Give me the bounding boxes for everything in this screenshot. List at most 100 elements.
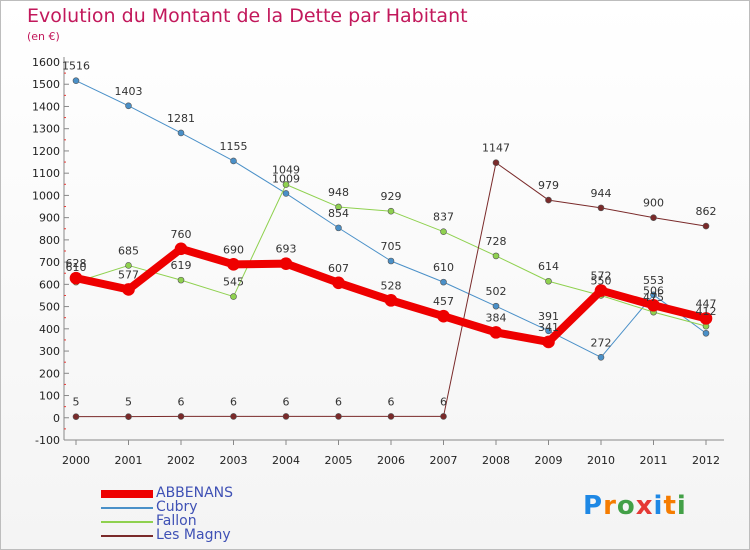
data-point	[492, 302, 500, 310]
data-point	[174, 242, 188, 256]
data-point	[72, 77, 80, 84]
data-label: 690	[223, 243, 244, 256]
data-point	[489, 326, 503, 339]
data-label: 6	[283, 395, 290, 408]
data-point	[125, 413, 132, 420]
y-tick-label: 0	[53, 412, 60, 425]
data-label: 506	[643, 284, 664, 297]
legend-item-cubry: Cubry	[101, 499, 301, 515]
legend-item-les-magny: Les Magny	[101, 527, 301, 543]
data-label: 6	[230, 395, 237, 408]
data-label: 900	[643, 197, 664, 210]
data-point	[699, 312, 713, 325]
x-tick-label: 2002	[167, 454, 195, 467]
y-tick-label: 600	[39, 278, 60, 291]
data-point	[177, 276, 185, 284]
data-label: 619	[171, 259, 192, 272]
data-point	[492, 252, 500, 260]
x-tick-label: 2006	[377, 454, 405, 467]
y-tick-label: 100	[39, 390, 60, 403]
legend-item-abbenans: ABBENANS	[101, 485, 301, 501]
data-point	[125, 262, 132, 269]
data-point	[702, 222, 710, 230]
data-label: 272	[591, 336, 612, 349]
x-tick-label: 2011	[640, 454, 668, 467]
y-tick-label: 400	[39, 323, 60, 336]
data-label: 728	[486, 235, 507, 248]
data-label: 475	[643, 291, 664, 304]
y-tick-label: 1400	[32, 100, 60, 113]
x-tick-label: 2005	[325, 454, 353, 467]
data-label: 6	[335, 395, 342, 408]
data-point	[230, 413, 237, 420]
x-tick-label: 2010	[587, 454, 615, 467]
data-label: 614	[538, 260, 559, 273]
x-tick-label: 2004	[272, 454, 300, 467]
legend: ABBENANS Cubry Fallon Les Magny	[101, 485, 301, 543]
x-tick-label: 2000	[62, 454, 90, 467]
data-point	[230, 157, 237, 165]
logo-letter: t	[663, 491, 677, 521]
x-tick-label: 2008	[482, 454, 510, 467]
series-cubry	[72, 77, 710, 361]
data-label: 1009	[272, 172, 300, 185]
legend-label: Les Magny	[156, 527, 231, 543]
data-label: 1155	[220, 140, 248, 153]
data-label: 1516	[62, 60, 90, 73]
data-label: 1147	[482, 142, 510, 155]
data-point	[437, 309, 450, 323]
data-point	[230, 293, 237, 300]
proxiti-logo: Proxiti	[583, 491, 687, 521]
data-point	[69, 271, 83, 285]
data-point	[177, 413, 185, 420]
data-point	[177, 129, 185, 137]
data-point	[387, 257, 395, 265]
data-label: 341	[538, 321, 559, 334]
logo-letter: i	[653, 491, 664, 521]
y-tick-label: 1500	[32, 78, 60, 91]
data-point	[335, 413, 342, 420]
data-point	[545, 277, 552, 285]
legend-item-fallon: Fallon	[101, 513, 301, 529]
data-label: 502	[486, 285, 507, 298]
data-label: 391	[538, 310, 559, 323]
data-label: 457	[433, 295, 454, 308]
data-label: 862	[696, 205, 717, 218]
data-point	[387, 207, 395, 215]
data-label: 6	[440, 395, 447, 408]
y-tick-label: 1300	[32, 123, 60, 136]
data-point	[227, 258, 240, 271]
data-label: 550	[591, 274, 612, 287]
logo-letter: i	[676, 491, 687, 521]
data-point	[125, 102, 132, 110]
data-point	[72, 413, 80, 420]
y-tick-label: 500	[39, 301, 60, 314]
data-point	[387, 413, 395, 420]
legend-swatch	[101, 507, 153, 509]
data-label: 528	[381, 279, 402, 292]
x-tick-label: 2007	[430, 454, 458, 467]
data-point	[594, 284, 608, 297]
data-point	[384, 294, 398, 307]
data-point	[282, 181, 290, 188]
series-abbenans	[69, 242, 713, 349]
x-tick-label: 2012	[692, 454, 720, 467]
data-label: 5	[125, 396, 132, 409]
x-tick-label: 2009	[535, 454, 563, 467]
data-label: 384	[486, 311, 507, 324]
y-tick-label: 1000	[32, 189, 60, 202]
data-label: 854	[328, 207, 349, 220]
data-label: 6	[178, 395, 185, 408]
data-point	[335, 224, 342, 232]
y-tick-label: 800	[39, 234, 60, 247]
data-point	[440, 413, 447, 420]
axes: -100 0 100 200 300 400 500 600 700 800 900 1000 1100…	[32, 56, 724, 467]
data-label: 929	[381, 190, 402, 203]
legend-swatch	[101, 521, 153, 523]
data-point	[279, 257, 293, 270]
data-label: 412	[696, 305, 717, 318]
data-point	[542, 335, 555, 349]
chart-title: Evolution du Montant de la Dette par Hab…	[27, 5, 468, 27]
